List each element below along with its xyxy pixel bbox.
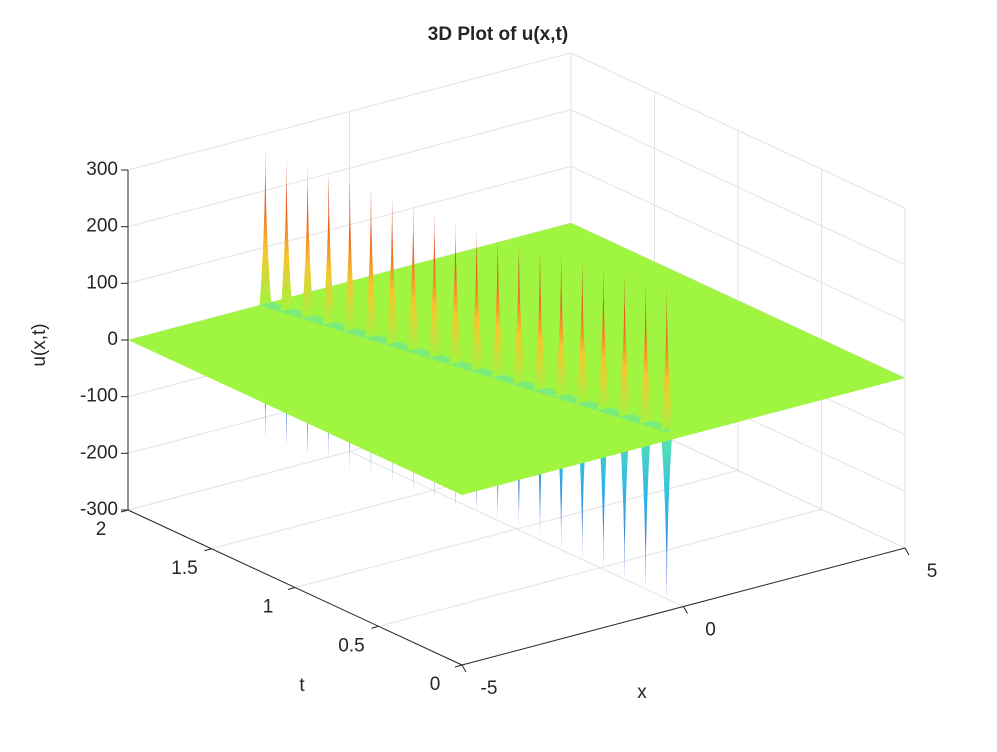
spike: [344, 179, 356, 332]
spike: [407, 202, 419, 352]
z-tick-label: -100: [80, 386, 118, 407]
t-tick: [204, 548, 212, 552]
spike: [280, 157, 293, 312]
t-tick-label: 1.5: [171, 558, 197, 579]
t-tick: [454, 664, 463, 668]
t-axis: [127, 509, 463, 666]
grid-line: [294, 470, 739, 588]
z-tick-label: 200: [86, 216, 118, 237]
x-tick: [904, 547, 910, 556]
t-tick-label: 2: [96, 519, 107, 540]
z-tick-label: 0: [107, 329, 118, 350]
spike: [365, 186, 377, 339]
spike: [597, 267, 610, 411]
t-tick-label: 0: [430, 674, 441, 695]
x-axis: [461, 547, 906, 666]
spike: [639, 280, 652, 424]
spike: [322, 173, 335, 325]
spike: [301, 163, 314, 319]
axes: -300 -200 -100 0 100 200 300 -5 0 5 0 0.5 1 1.5 2: [80, 159, 937, 699]
t-tick-label: 1: [263, 597, 274, 618]
t-tick: [287, 587, 296, 590]
trough: [639, 420, 652, 590]
spike: [576, 260, 589, 404]
z-tick-label: -300: [80, 499, 118, 520]
x-tick: [461, 664, 467, 673]
x-tick-label: -5: [481, 678, 498, 699]
t-tick-label: 0.5: [338, 635, 364, 656]
t-tick: [371, 625, 379, 629]
spike: [259, 147, 272, 306]
t-tick: [120, 509, 129, 513]
x-axis-label: x: [637, 682, 647, 703]
spike: [470, 225, 483, 372]
z-tick-label: 100: [86, 272, 118, 293]
t-axis-label: t: [299, 675, 305, 696]
spike: [449, 218, 462, 365]
surface: [128, 147, 905, 599]
spike: [618, 273, 631, 418]
trough: [661, 427, 673, 599]
chart-title: 3D Plot of u(x,t): [428, 24, 568, 45]
spike: [386, 195, 398, 345]
spike: [513, 238, 525, 385]
x-tick-label: 0: [705, 620, 716, 641]
spike: [555, 254, 567, 398]
spike: [492, 231, 504, 378]
x-tick-label: 5: [927, 561, 938, 582]
spike: [661, 287, 673, 431]
trough: [618, 414, 631, 580]
z-tick-label: 300: [86, 159, 118, 180]
grid-line: [378, 508, 822, 627]
spike: [534, 247, 546, 391]
z-axis-label: u(x,t): [29, 323, 50, 366]
spike: [428, 209, 441, 358]
z-tick-label: -200: [80, 442, 118, 463]
x-tick: [683, 606, 688, 614]
